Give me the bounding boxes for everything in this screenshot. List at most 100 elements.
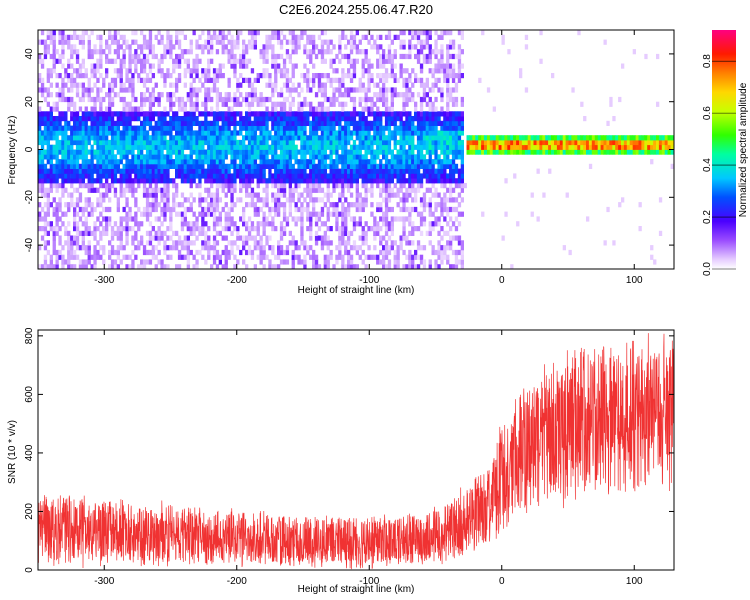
heatmap-cell <box>253 202 257 208</box>
heatmap-cell <box>52 211 56 217</box>
heatmap-cell <box>180 192 185 198</box>
heatmap-cell <box>341 30 345 36</box>
heatmap-cell <box>274 183 278 189</box>
heatmap-cell <box>242 63 246 69</box>
heatmap-cell <box>454 264 459 269</box>
heatmap-cell <box>370 44 374 50</box>
heatmap-cell <box>142 178 147 184</box>
heatmap-cell <box>329 111 333 117</box>
heatmap-cell <box>40 120 45 126</box>
heatmap-cell <box>434 249 438 256</box>
heatmap-cell <box>259 245 263 251</box>
heatmap-cell <box>140 159 144 165</box>
heatmap-cell <box>212 245 217 251</box>
heatmap-cell <box>192 92 196 98</box>
heatmap-cell <box>379 206 383 213</box>
heatmap-cell <box>282 34 287 40</box>
heatmap-cell <box>242 163 246 169</box>
heatmap-cell <box>364 173 368 179</box>
heatmap-cell <box>116 53 120 60</box>
heatmap-cell <box>344 159 348 165</box>
heatmap-cell <box>192 63 196 69</box>
heatmap-cell <box>268 144 272 150</box>
heatmap-cell <box>393 125 397 131</box>
heatmap-cell <box>145 116 150 122</box>
heatmap-cell <box>105 44 109 50</box>
heatmap-cell <box>586 149 590 155</box>
heatmap-cell <box>81 120 85 126</box>
heatmap-cell <box>542 135 546 141</box>
heatmap-cell <box>52 197 56 203</box>
heatmap-cell <box>177 125 182 131</box>
heatmap-cell <box>364 230 368 236</box>
heatmap-cell <box>530 144 534 150</box>
heatmap-cell <box>75 68 80 74</box>
heatmap-cell <box>128 206 132 213</box>
heatmap-cell <box>163 245 167 251</box>
heatmap-cell <box>504 135 508 141</box>
heatmap-cell <box>116 120 120 126</box>
heatmap-cell <box>49 53 53 60</box>
heatmap-cell <box>192 163 196 169</box>
heatmap-cell <box>163 125 167 131</box>
heatmap-cell <box>612 149 616 155</box>
heatmap-cell <box>160 53 164 60</box>
heatmap-cell <box>43 187 48 193</box>
heatmap-cell <box>326 116 330 122</box>
heatmap-cell <box>338 254 342 260</box>
heatmap-cell <box>81 206 85 213</box>
heatmap-cell <box>140 96 144 103</box>
heatmap-cell <box>306 111 310 117</box>
heatmap-cell <box>358 77 362 83</box>
heatmap-cell <box>265 96 269 103</box>
heatmap-cell <box>492 149 496 155</box>
heatmap-cell <box>189 163 193 169</box>
heatmap-cell <box>361 154 365 160</box>
heatmap-cell <box>457 192 462 198</box>
heatmap-cell <box>180 53 185 60</box>
heatmap-cell <box>142 116 147 122</box>
heatmap-cell <box>201 159 205 165</box>
heatmap-cell <box>440 163 444 169</box>
heatmap-cell <box>247 139 252 146</box>
heatmap-cell <box>376 230 380 236</box>
heatmap-cell <box>446 149 450 155</box>
heatmap-cell <box>183 211 187 217</box>
heatmap-cell <box>192 111 196 117</box>
heatmap-cell <box>408 39 412 45</box>
heatmap-cell <box>160 135 164 141</box>
heatmap-cell <box>256 221 260 227</box>
heatmap-cell <box>422 39 427 45</box>
heatmap-cell <box>230 116 234 122</box>
heatmap-cell <box>277 39 281 45</box>
heatmap-cell <box>367 120 371 126</box>
heatmap-cell <box>81 111 85 117</box>
heatmap-cell <box>125 154 129 160</box>
heatmap-cell <box>108 106 112 112</box>
heatmap-cell <box>382 73 386 79</box>
heatmap-cell <box>137 163 141 169</box>
heatmap-cell <box>358 202 362 208</box>
heatmap-cell <box>122 173 126 179</box>
heatmap-cell <box>247 135 252 141</box>
heatmap-cell <box>443 63 447 69</box>
heatmap-cell <box>271 178 275 184</box>
heatmap-cell <box>303 111 307 117</box>
heatmap-cell <box>405 149 409 155</box>
heatmap-cell <box>93 49 97 55</box>
heatmap-cell <box>300 30 304 36</box>
heatmap-cell <box>320 44 325 50</box>
heatmap-cell <box>309 106 313 112</box>
heatmap-cell <box>151 87 155 93</box>
heatmap-cell <box>46 49 50 55</box>
heatmap-cell <box>358 135 362 141</box>
heatmap-cell <box>364 58 368 64</box>
heatmap-cell <box>364 144 368 150</box>
heatmap-cell <box>55 58 59 64</box>
heatmap-cell <box>180 144 185 150</box>
heatmap-cell <box>99 53 103 60</box>
heatmap-cell <box>545 135 549 141</box>
heatmap-cell <box>154 216 158 222</box>
heatmap-cell <box>70 125 74 131</box>
heatmap-cell <box>38 39 42 45</box>
